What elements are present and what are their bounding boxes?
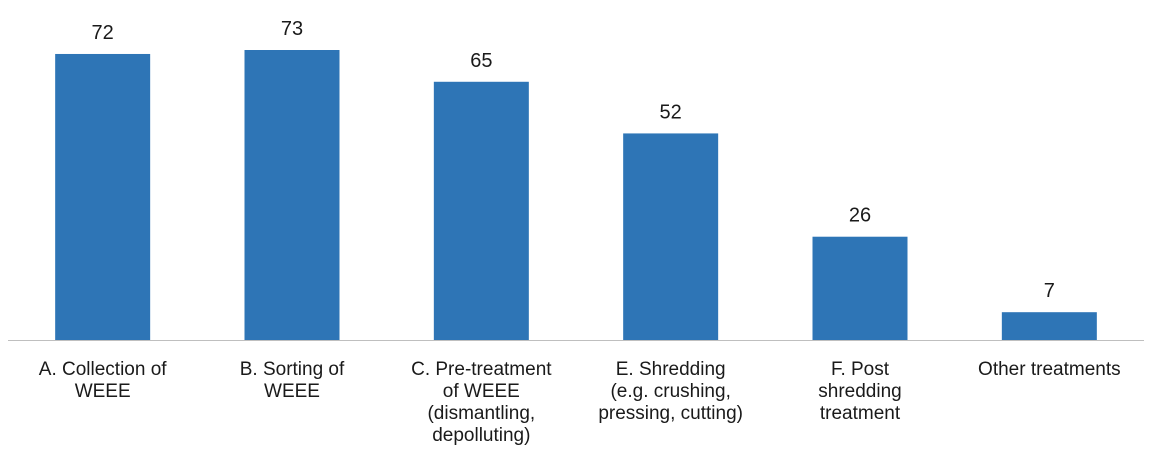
- data-label-4: 26: [849, 205, 871, 227]
- x-tick-label-2-line-2: (dismantling,: [427, 403, 535, 424]
- x-tick-label-2-line-1: of WEEE: [443, 381, 520, 402]
- bar-5: [1001, 312, 1097, 340]
- bar-0: [55, 53, 151, 341]
- x-tick-label-5: Other treatments: [978, 359, 1121, 380]
- data-label-5: 7: [1044, 280, 1055, 302]
- x-tick-label-2: C. Pre-treatment of WEEE (dismantling, depo…: [411, 359, 552, 446]
- x-tick-label-4-line-1: shredding: [818, 381, 901, 402]
- x-tick-label-2-line-0: C. Pre-treatment: [411, 359, 552, 380]
- x-tick-label-2-line-3: depolluting): [432, 425, 530, 446]
- x-tick-label-1-line-0: B. Sorting of: [240, 359, 345, 380]
- bar-3: [623, 133, 719, 340]
- x-tick-label-4-line-0: F. Post: [831, 359, 890, 380]
- data-label-3: 52: [660, 101, 682, 123]
- x-tick-label-1: B. Sorting of WEEE: [240, 359, 345, 402]
- x-tick-label-3-line-2: pressing, cutting): [598, 403, 743, 424]
- x-tick-label-4-line-2: treatment: [820, 403, 901, 424]
- data-label-2: 65: [470, 50, 492, 72]
- bar-1: [244, 50, 340, 340]
- x-tick-label-0-line-0: A. Collection of: [39, 359, 168, 380]
- x-tick-label-0-line-1: WEEE: [75, 381, 131, 402]
- x-tick-label-4: F. Post shredding treatment: [818, 359, 901, 424]
- x-tick-label-0: A. Collection of WEEE: [39, 359, 168, 402]
- x-tick-label-3-line-1: (e.g. crushing,: [610, 381, 730, 402]
- x-tick-label-3: E. Shredding (e.g. crushing, pressing, cut…: [598, 359, 743, 424]
- x-tick-label-1-line-1: WEEE: [264, 381, 320, 402]
- data-label-1: 73: [281, 18, 303, 40]
- x-tick-label-3-line-0: E. Shredding: [616, 359, 726, 380]
- data-label-0: 72: [92, 22, 114, 44]
- bar-4: [812, 236, 908, 340]
- bar-2: [433, 81, 529, 340]
- x-tick-label-5-line-0: Other treatments: [978, 359, 1121, 380]
